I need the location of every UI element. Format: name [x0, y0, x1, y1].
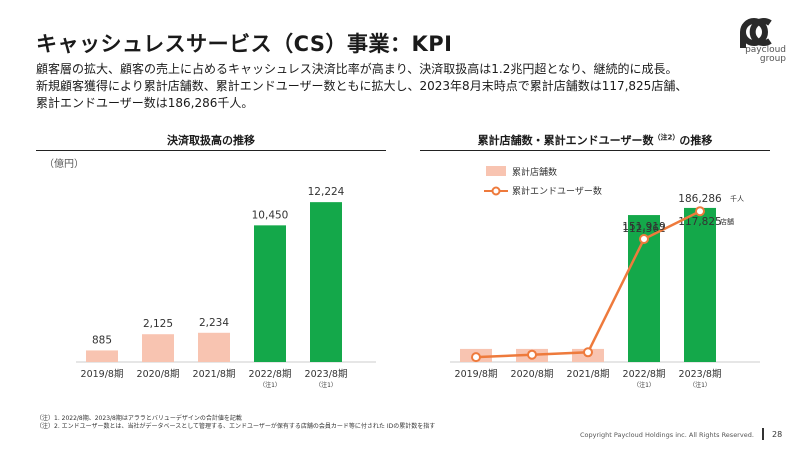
bar-data-label: 112,362 [622, 223, 665, 235]
description: 顧客層の拡大、顧客の売上に占めるキャッシュレス決済比率が高まり、決済取扱高は1.… [36, 61, 776, 112]
users-line [475, 210, 701, 359]
right-chart-title-suffix: の推移 [679, 134, 713, 147]
bar-data-label: 117,825 [678, 216, 721, 228]
bar [684, 207, 716, 362]
page-number: 28 [772, 430, 783, 439]
paycloud-logo-icon [740, 18, 772, 48]
data-label: 10,450 [252, 209, 289, 221]
right-chart-title-rule [420, 150, 770, 151]
x-tick-note: （注1） [315, 381, 337, 389]
x-tick-label: 2019/8期 [455, 369, 498, 380]
right-chart-title-main: 累計店舗数・累計エンドユーザー数 [477, 134, 654, 147]
right-chart-title: 累計店舗数・累計エンドユーザー数（注2）の推移 [420, 132, 770, 148]
copyright: Copyright Paycloud Holdings inc. All Rig… [580, 431, 754, 439]
x-tick-label: 2023/8期 [679, 369, 722, 380]
data-label: 2,234 [199, 317, 229, 329]
footnotes: （注）1. 2022/8期、2023/8期はアララとバリューデザインの合計値を記… [36, 415, 435, 431]
data-label: 12,224 [308, 186, 345, 198]
legend-line-marker [491, 186, 501, 196]
bar [310, 202, 342, 362]
line-data-label: 151,919 [622, 221, 665, 233]
bar [142, 334, 174, 362]
bar [86, 350, 118, 362]
x-tick-label: 2020/8期 [137, 369, 180, 380]
brand-line2: group [759, 54, 786, 64]
description-line: 新規顧客獲得により累計店舗数、累計エンドユーザー数ともに拡大し、2023年8月末… [36, 79, 688, 93]
x-tick-label: 2022/8期 [249, 369, 292, 380]
line-point [527, 349, 537, 360]
page-divider [762, 428, 764, 440]
line-point [639, 234, 649, 245]
brand-line1: paycloud [745, 45, 786, 55]
data-label: 2,125 [143, 318, 173, 330]
payment-volume-chart: （億円） 885 2019/8期 2,125 2020/8期 2,234 2021/8期 10… [44, 157, 376, 389]
x-tick-label: 2019/8期 [81, 369, 124, 380]
data-label: 885 [92, 334, 112, 346]
footnote: （注）2. エンドユーザー数とは、当社がデータベースとして管理する、エンドユーザ… [36, 423, 436, 430]
left-chart-title: 決済取扱高の推移 [167, 134, 255, 147]
x-tick-label: 2020/8期 [511, 369, 554, 380]
bar [198, 332, 230, 362]
line-point [583, 347, 593, 358]
line-point [695, 206, 705, 217]
bar [254, 225, 286, 362]
description-line: 顧客層の拡大、顧客の売上に占めるキャッシュレス決済比率が高まり、決済取扱高は1.… [36, 62, 678, 76]
x-tick-label: 2021/8期 [567, 369, 610, 380]
brand-name: paycloud group [738, 46, 786, 64]
description-line: 累計エンドユーザー数は186,286千人。 [36, 96, 254, 110]
line-point [471, 352, 481, 363]
bar-unit-label: 店舗 [720, 217, 734, 226]
x-tick-note: （注1） [689, 381, 711, 389]
left-chart-title-rule [36, 150, 386, 151]
footnote: （注）1. 2022/8期、2023/8期はアララとバリューデザインの合計値を記… [36, 415, 242, 422]
x-tick-label: 2022/8期 [623, 369, 666, 380]
y-axis-unit-label: （億円） [44, 157, 84, 170]
line-unit-label: 千人 [730, 194, 744, 203]
line-data-label: 186,286 [678, 193, 722, 205]
x-tick-note: （注1） [633, 381, 655, 389]
legend-bar-label: 累計店舗数 [512, 166, 557, 178]
page-title: キャッシュレスサービス（CS）事業：KPI [36, 32, 453, 56]
x-tick-label: 2023/8期 [305, 369, 348, 380]
legend-bar-swatch [486, 166, 506, 176]
x-tick-label: 2021/8期 [193, 369, 236, 380]
right-chart-title-note: （注2） [653, 133, 680, 142]
x-tick-note: （注1） [259, 381, 281, 389]
legend-line-label: 累計エンドユーザー数 [512, 185, 602, 197]
